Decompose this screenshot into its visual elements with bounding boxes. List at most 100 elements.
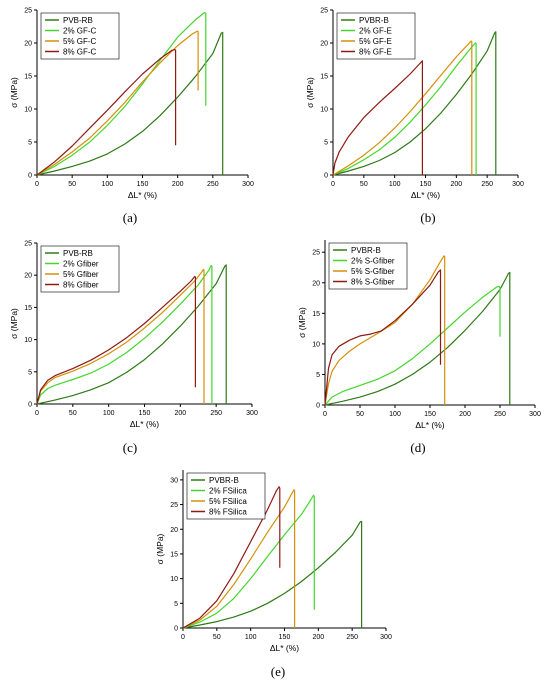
- y-tick-label: 25: [24, 241, 32, 248]
- y-tick-label: 5: [324, 140, 328, 147]
- legend-entry: PVB-RB: [63, 16, 93, 25]
- x-tick-label: 250: [207, 181, 219, 188]
- y-tick-label: 0: [28, 173, 32, 180]
- series-line: [324, 271, 511, 406]
- x-tick-label: 150: [137, 181, 149, 188]
- x-tick-label: 0: [323, 411, 327, 418]
- y-tick-label: 0: [174, 626, 178, 633]
- y-tick-label: 25: [320, 8, 328, 15]
- x-tick-label: 300: [380, 634, 392, 641]
- y-axis-title: σ (MPa): [9, 77, 19, 108]
- series-line: [324, 285, 501, 406]
- y-tick-label: 30: [170, 477, 178, 484]
- y-tick-label: 0: [28, 402, 32, 409]
- x-tick-label: 300: [242, 181, 254, 188]
- y-tick-label: 20: [24, 273, 32, 280]
- legend-entry: 2% GF-C: [63, 27, 97, 36]
- legend-entry: PVB-RB: [63, 249, 93, 258]
- legend-entry: 2% Gfiber: [63, 260, 99, 269]
- y-tick-label: 15: [24, 305, 32, 312]
- y-tick-label: 25: [24, 8, 32, 15]
- y-tick-label: 10: [312, 341, 320, 348]
- y-tick-label: 20: [320, 41, 328, 48]
- series-line: [182, 489, 296, 629]
- x-tick-label: 50: [360, 181, 368, 188]
- chart-panel-d: 0 50 100 150 200 250 300 0 5 10 15 20 25 ΔL* (%) σ (MP…: [297, 240, 541, 455]
- y-tick-label: 10: [170, 576, 178, 583]
- legend-entry: 8% S-Gfiber: [351, 278, 395, 287]
- y-tick-label: 5: [316, 372, 320, 379]
- y-tick-label: 0: [316, 403, 320, 410]
- y-axis-title: σ (MPa): [297, 307, 307, 338]
- y-axis-title: σ (MPa): [9, 308, 19, 339]
- legend-entry: 2% S-Gfiber: [351, 257, 395, 266]
- series-line: [36, 30, 199, 176]
- x-tick-label: 300: [529, 411, 541, 418]
- series-line: [182, 520, 363, 629]
- x-tick-label: 50: [356, 411, 364, 418]
- y-tick-label: 15: [320, 74, 328, 81]
- legend-entry: 2% GF-E: [359, 27, 392, 36]
- x-tick-label: 100: [101, 181, 113, 188]
- y-tick-label: 20: [312, 280, 320, 287]
- legend-entry: 8% GF-E: [359, 48, 392, 57]
- legend-entry: 5% GF-E: [359, 37, 392, 46]
- series-line: [324, 255, 446, 406]
- panel-caption: (b): [420, 210, 435, 225]
- y-tick-label: 10: [24, 337, 32, 344]
- x-tick-label: 0: [35, 181, 39, 188]
- series-line: [36, 12, 207, 176]
- legend-entry: PVBR-B: [209, 476, 239, 485]
- y-tick-label: 10: [24, 107, 32, 114]
- chart-panel-e: 0 50 100 150 200 250 300 0 5 10 15 20 25 30 ΔL* (%) σ (…: [155, 470, 392, 679]
- legend-entry: 5% FSilica: [209, 497, 247, 506]
- y-axis-title: σ (MPa): [305, 77, 315, 108]
- x-tick-label: 300: [246, 410, 258, 417]
- x-axis-title: ΔL* (%): [128, 190, 157, 200]
- y-tick-label: 20: [170, 527, 178, 534]
- y-axis-title: σ (MPa): [155, 533, 165, 564]
- x-tick-label: 0: [331, 181, 335, 188]
- x-axis-title: ΔL* (%): [411, 190, 440, 200]
- legend-entry: PVBR-B: [351, 246, 381, 255]
- x-tick-label: 250: [346, 634, 358, 641]
- y-tick-label: 5: [28, 140, 32, 147]
- series-line: [324, 269, 442, 406]
- series-line: [36, 275, 196, 405]
- panel-caption: (a): [123, 210, 137, 225]
- legend-entry: 5% GF-C: [63, 37, 97, 46]
- y-tick-label: 10: [320, 107, 328, 114]
- y-tick-label: 25: [170, 502, 178, 509]
- legend-entry: 5% Gfiber: [63, 270, 99, 279]
- panel-caption: (d): [410, 440, 425, 455]
- chart-panel-b: 0 50 100 150 200 250 300 0 5 10 15 20 25 ΔL* (%) σ (MP…: [305, 8, 524, 226]
- x-tick-label: 150: [279, 634, 291, 641]
- x-tick-label: 200: [172, 181, 184, 188]
- x-tick-label: 200: [174, 410, 186, 417]
- x-tick-label: 100: [245, 634, 257, 641]
- chart-panel-a: 0 50 100 150 200 250 300 0 5 10 15 20 25 ΔL* (%) σ (MP…: [9, 8, 254, 226]
- x-tick-label: 200: [459, 411, 471, 418]
- panel-caption: (c): [123, 440, 137, 455]
- legend-entry: 8% Gfiber: [63, 281, 99, 290]
- y-tick-label: 0: [324, 173, 328, 180]
- panel-caption: (e): [271, 664, 285, 679]
- y-tick-label: 5: [28, 369, 32, 376]
- y-tick-label: 5: [174, 601, 178, 608]
- legend-entry: 8% FSilica: [209, 508, 247, 517]
- x-tick-label: 50: [68, 181, 76, 188]
- x-tick-label: 150: [424, 411, 436, 418]
- series-line: [36, 49, 177, 176]
- series-line: [36, 264, 227, 405]
- legend-entry: PVBR-B: [359, 16, 389, 25]
- x-tick-label: 50: [213, 634, 221, 641]
- x-tick-label: 0: [35, 410, 39, 417]
- chart-panel-c: 0 50 100 150 200 250 300 0 5 10 15 20 25 ΔL* (%) σ (MP…: [9, 241, 258, 456]
- series-line: [332, 42, 477, 176]
- series-line: [36, 31, 224, 176]
- series-line: [182, 486, 281, 629]
- x-tick-label: 200: [312, 634, 324, 641]
- series-line: [332, 40, 473, 176]
- x-tick-label: 100: [389, 411, 401, 418]
- x-tick-label: 150: [420, 181, 432, 188]
